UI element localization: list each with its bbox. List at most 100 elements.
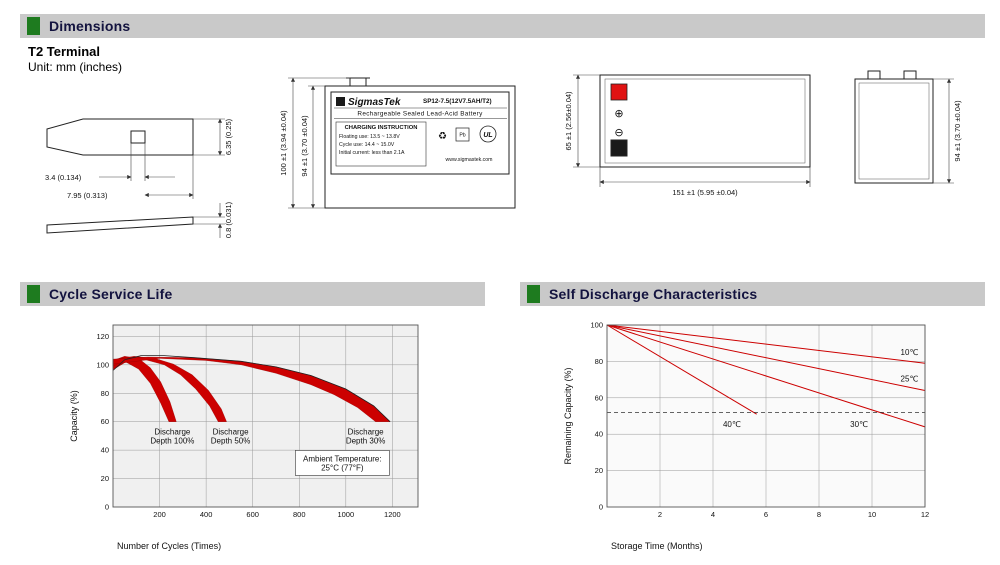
x-tick-label: 1200 [384,510,401,519]
sigmastek-logo-icon [336,97,345,106]
minus-symbol: ⊖ [614,127,623,139]
side-terminal-1 [867,70,881,80]
y-tick-label: 60 [595,393,603,402]
battery-label [330,91,510,175]
y-tick-label: 20 [595,466,603,475]
series-line [606,324,926,391]
charging-instruction-title: CHARGING INSTRUCTION [345,125,418,131]
annotation-text: Depth 30% [346,436,386,445]
annotation-text: Depth 50% [211,436,251,445]
section-accent-square [27,17,40,35]
annotation-text: 25°C (77°F) [321,463,364,472]
section-accent-square [27,285,40,303]
ul-label: UL [483,132,492,139]
charging-line-1: Floating use: 13.5 ~ 13.8V [339,134,400,140]
section-header-cycle-life: Cycle Service Life [20,282,485,306]
charging-instruction-box [335,121,427,167]
dim-hole-width-label: 3.4 (0.134) [45,173,82,182]
terminal-hole [130,130,146,144]
x-axis-label: Number of Cycles (Times) [117,541,221,551]
y-tick-label: 40 [595,430,603,439]
dim-hole-offset-label: 7.95 (0.313) [67,191,108,200]
x-tick-label: 1000 [337,510,354,519]
series-line [112,355,391,422]
charging-line-2: Cycle use: 14.4 ~ 15.0V [339,142,395,148]
x-tick-label: 4 [711,510,715,519]
annotation-text: Ambient Temperature: [303,454,382,463]
x-tick-label: 2 [658,510,662,519]
charging-line-3: Initial current: less than 2.1A [339,150,405,156]
pb-bin-icon [455,127,470,142]
annotation-text: Discharge [213,427,250,436]
section-header-self-discharge: Self Discharge Characteristics [520,282,985,306]
series-line [606,324,926,364]
x-tick-label: 800 [293,510,306,519]
terminal-blade-outline [46,118,194,156]
negative-terminal [610,139,628,157]
y-tick-label: 0 [105,503,109,512]
pb-label: Pb [459,133,465,139]
side-terminal-2 [903,70,917,80]
brand-name: SigmasTek [348,97,401,108]
plus-symbol: ⊕ [614,108,623,120]
terminal-type-label: T2 Terminal [28,44,101,59]
series-label: 25℃ [901,375,919,384]
y-tick-label: 100 [590,321,603,330]
x-tick-label: 8 [817,510,821,519]
series-label: 30℃ [850,420,868,429]
x-tick-label: 12 [921,510,929,519]
x-tick-label: 200 [153,510,166,519]
y-tick-label: 20 [101,474,109,483]
dim-thickness-label: 0.8 (0.031) [224,201,233,238]
series-label: 40℃ [723,420,741,429]
dim-body-height-label: 94 ±1 (3.70 ±0.04) [300,115,309,177]
y-tick-label: 100 [96,360,109,369]
model-number: SP12-7.5(12V7.5AH/T2) [423,98,492,105]
annotation-text: Depth 100% [150,436,194,445]
top-view-outline [599,74,811,168]
x-tick-label: 6 [764,510,768,519]
x-tick-label: 10 [868,510,876,519]
dim-depth-label: 65 ±1 (2.56±0.04) [564,91,573,151]
series-line [606,324,757,415]
side-view-outline [854,78,934,184]
section-title-self-discharge: Self Discharge Characteristics [549,286,758,302]
plot-border [606,324,926,508]
recycle-icon: ♻ [438,131,447,142]
series-label: 10℃ [901,348,919,357]
self-discharge-chart: 2 4 6 8 10 12 0 20 40 60 80 100 10℃ 25℃ 30℃ 40℃ Storage … [563,321,929,552]
y-tick-label: 0 [599,503,603,512]
unit-note: Unit: mm (inches) [28,60,123,74]
section-title-cycle-life: Cycle Service Life [49,286,173,302]
cycle-service-life-chart: 200 400 600 800 1000 1200 0 20 40 60 80 100 120 Disch… [69,324,419,551]
section-accent-square [527,285,540,303]
battery-top-view-drawing: ⊕ ⊖ 65 ±1 (2.56±0.04) 151 ±1 (5.95 ±0.04… [564,74,811,197]
section-title-dimensions: Dimensions [49,18,131,34]
y-axis-label: Remaining Capacity (%) [563,367,573,464]
section-header-dimensions: Dimensions [20,14,985,38]
dim-blade-height-label: 6.35 (0.25) [224,118,233,155]
front-terminal-tab [349,77,367,87]
series-line [606,324,926,428]
annotation-text: Discharge [154,427,191,436]
terminal-detail-drawing: 3.4 (0.134) 7.95 (0.313) 6.35 (0.25) 0.8… [45,118,233,238]
battery-type-line: Rechargeable Sealed Lead-Acid Battery [357,111,483,118]
website-text: www.sigmastek.com [446,157,493,163]
y-tick-label: 40 [101,446,109,455]
battery-case-outline [324,85,516,209]
y-tick-label: 80 [595,357,603,366]
x-tick-label: 400 [200,510,213,519]
y-axis-label: Capacity (%) [69,390,79,442]
y-tick-label: 120 [96,332,109,341]
y-tick-label: 60 [101,417,109,426]
annotation-text: Discharge [348,427,385,436]
dim-length-label: 151 ±1 (5.95 ±0.04) [672,188,738,197]
battery-front-view-drawing: SigmasTek SP12-7.5(12V7.5AH/T2) Recharge… [279,77,516,209]
annotation-box [295,450,390,476]
dim-overall-height-label: 100 ±1 (3.94 ±0.04) [279,110,288,176]
x-axis-label: Storage Time (Months) [611,541,703,551]
x-tick-label: 600 [246,510,259,519]
battery-side-view-drawing: 94 ±1 (3.70 ±0.04) [854,70,962,184]
plot-border [112,324,419,508]
terminal-strip-outline [46,216,194,234]
